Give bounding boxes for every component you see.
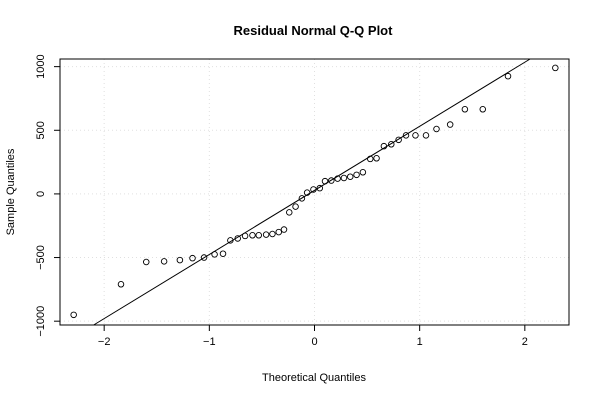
data-point [298,195,306,202]
data-point [388,141,395,148]
data-point [328,177,335,184]
data-point [353,171,360,179]
y-tick-label: −1000 [35,306,47,337]
x-tick-label: −2 [98,336,111,348]
data-point [269,230,276,238]
data-point [227,237,234,244]
data-point [412,132,419,139]
x-tick-label: 0 [311,336,317,348]
data-point [303,189,311,196]
data-point [552,64,559,72]
data-point [176,256,184,264]
data-point [402,132,410,139]
y-tick-label: 1000 [35,54,47,78]
data-point [219,250,227,257]
data-point [280,226,288,233]
x-axis-label: Theoretical Quantiles [262,372,366,384]
data-point [340,174,348,182]
data-point [422,132,430,139]
data-point [275,228,282,236]
chart-title: Residual Normal Q-Q Plot [234,23,394,38]
data-point [321,177,329,185]
data-point [395,136,402,144]
y-axis-label: Sample Quantiles [5,148,17,235]
data-point [380,142,388,150]
data-point [160,258,168,265]
data-point [241,232,249,240]
data-point [286,209,293,216]
data-point [200,254,208,261]
data-point [249,232,256,239]
data-point [292,203,299,210]
data-point [479,106,487,113]
data-point [366,155,374,163]
y-tick-label: −500 [35,245,47,270]
data-point [347,173,354,180]
data-point [211,251,218,258]
y-axis: −1000 −500 0 500 1000 [35,54,60,337]
data-point [262,231,270,238]
grid [60,59,569,325]
data-point [334,175,341,182]
x-tick-label: 1 [417,336,423,348]
data-points [70,64,559,319]
data-point [234,235,241,242]
data-point [461,106,469,113]
data-point [433,125,440,133]
data-point [70,311,77,319]
data-point [359,169,367,176]
data-point [373,155,380,162]
data-point [255,232,263,239]
data-point [504,72,512,80]
data-point [446,121,454,128]
data-point [117,281,125,288]
x-tick-label: −1 [203,336,216,348]
data-point [310,186,317,193]
x-axis: −2 −1 0 1 2 [98,325,528,348]
x-tick-label: 2 [522,336,528,348]
y-tick-label: 500 [35,121,47,139]
data-point [189,254,196,262]
data-point [142,258,150,266]
y-tick-label: 0 [35,191,47,197]
data-point [316,184,324,192]
